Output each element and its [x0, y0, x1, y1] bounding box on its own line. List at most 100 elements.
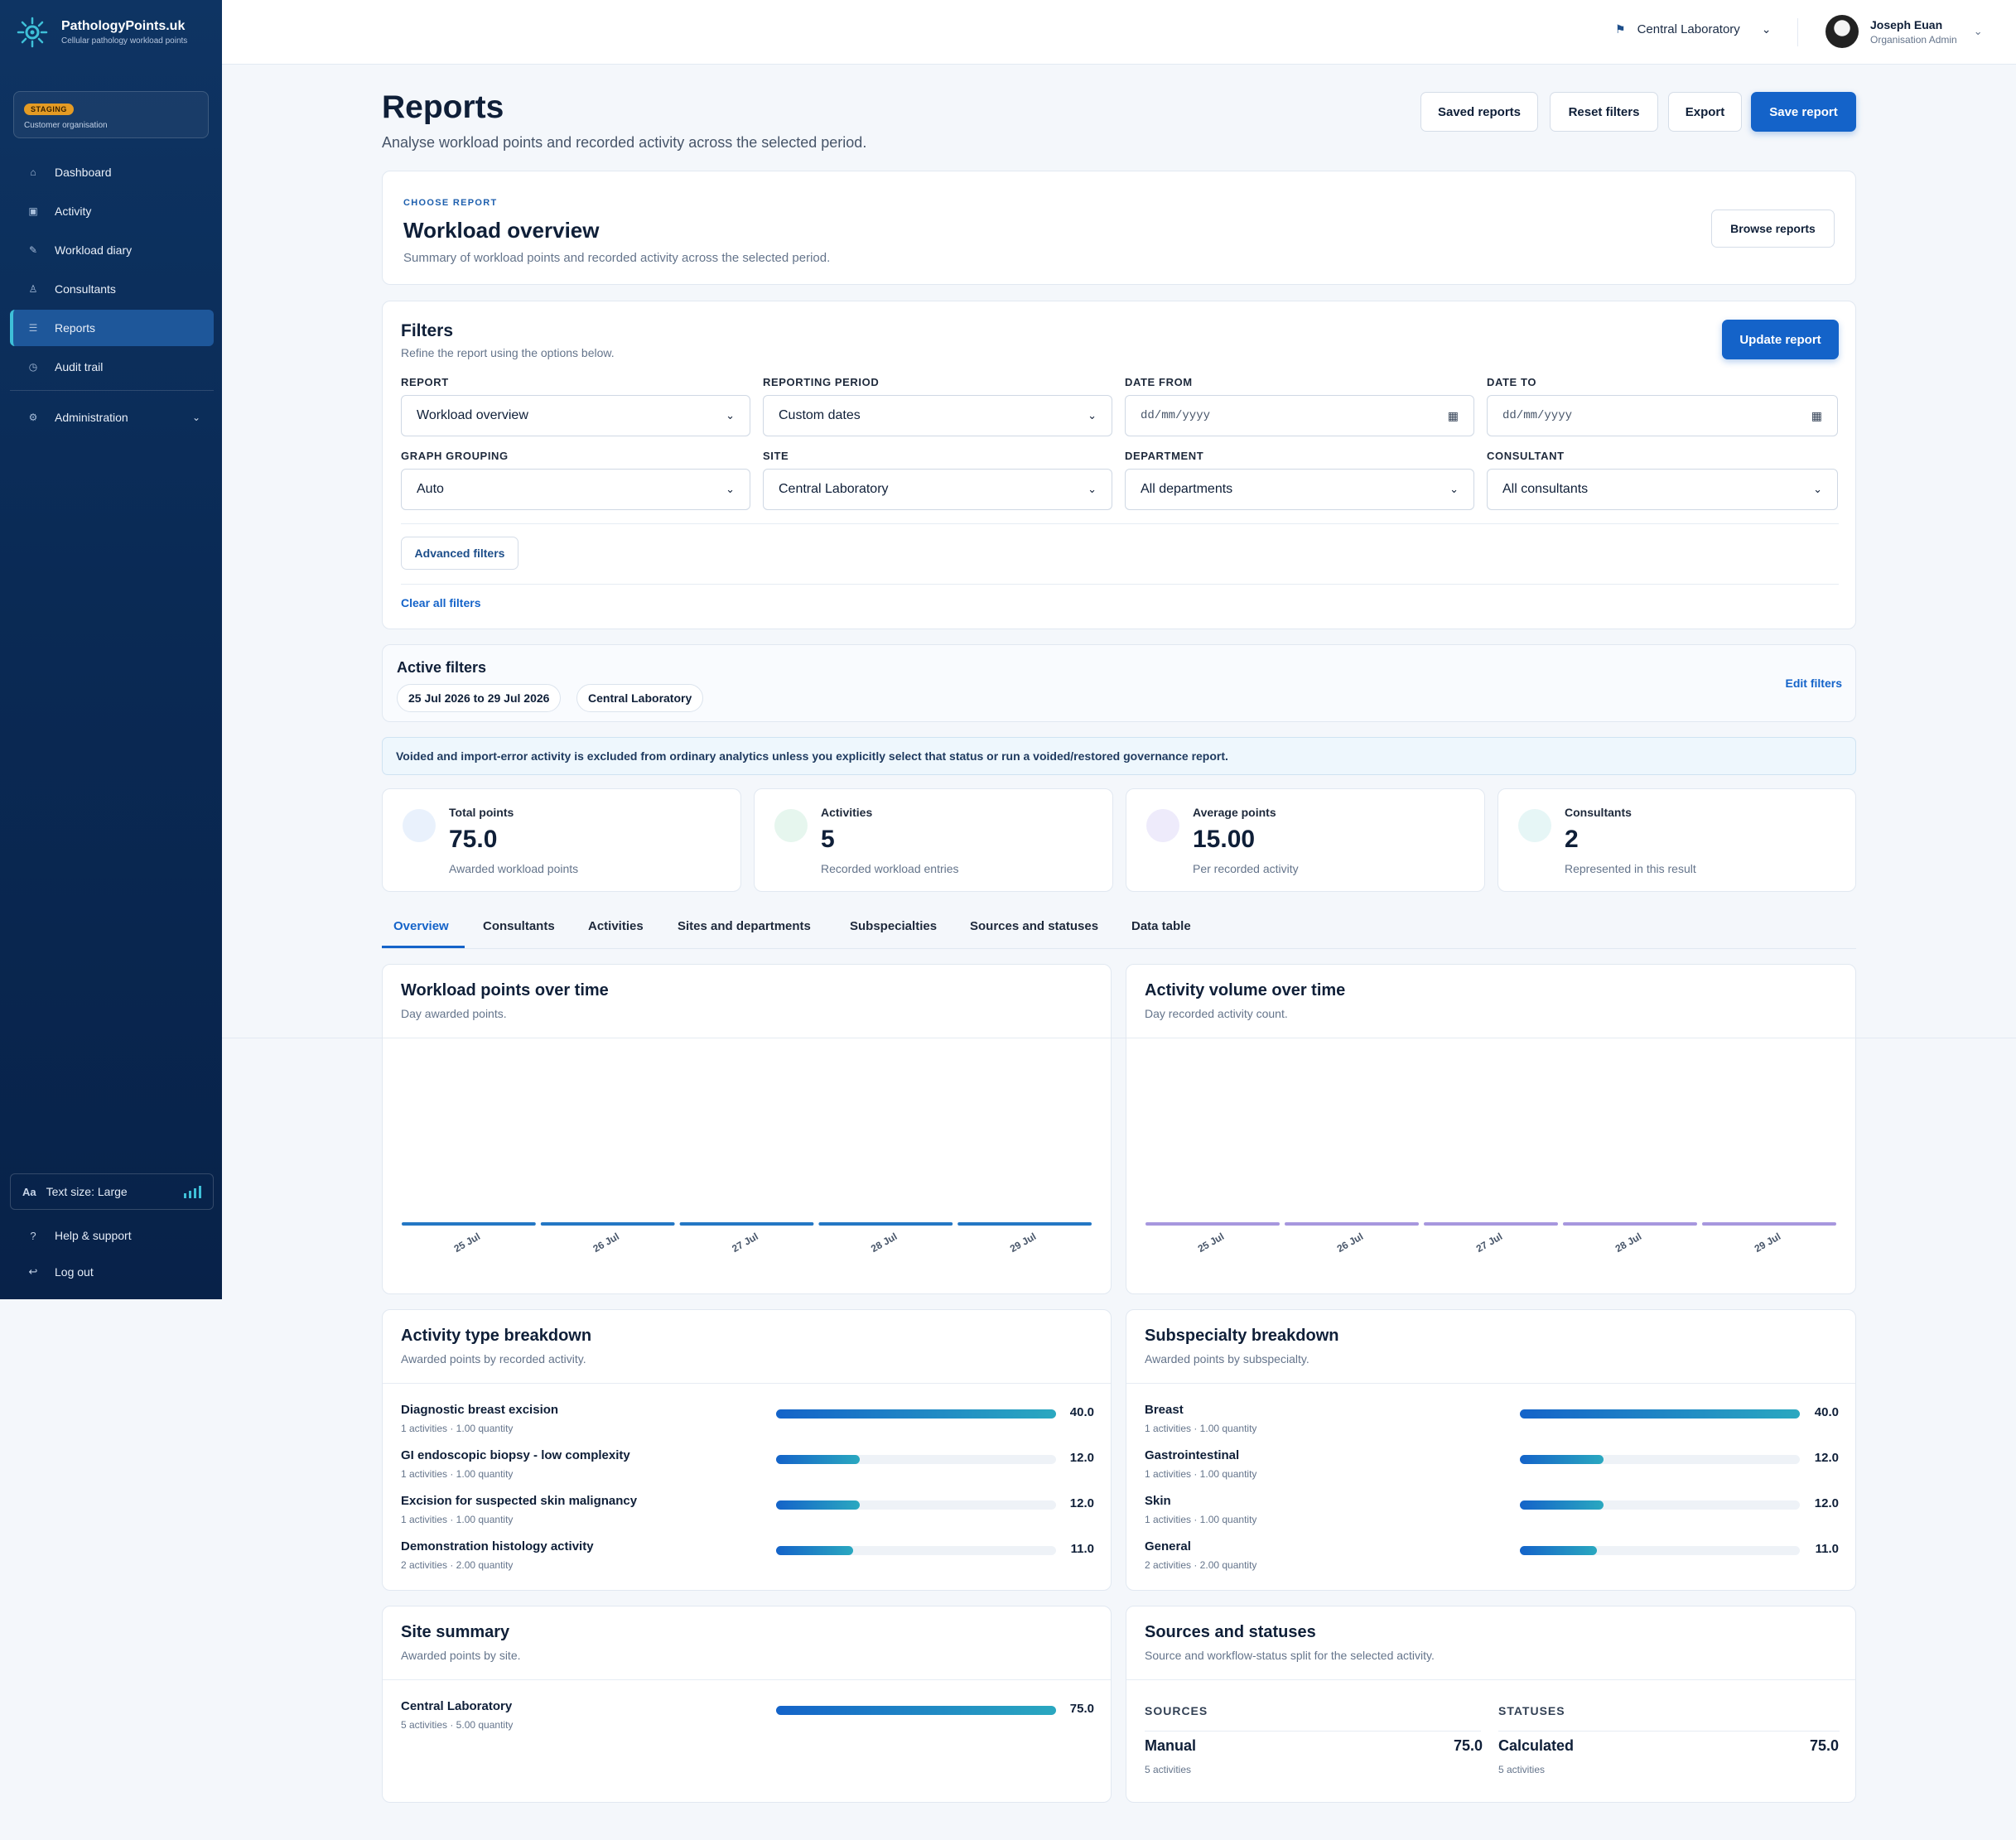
sidebar-item-dashboard[interactable]: ⌂ Dashboard	[10, 154, 214, 190]
sources-statuses-card: Sources and statuses Source and workflow…	[1126, 1606, 1856, 1803]
chart-bar[interactable]	[402, 1222, 536, 1226]
chart-bar[interactable]	[1145, 1222, 1280, 1226]
calendar-icon[interactable]: ▦	[1447, 408, 1459, 422]
chart-bar[interactable]	[1424, 1222, 1558, 1226]
help-support-link[interactable]: ? Help & support	[10, 1217, 214, 1254]
person-icon: ♙	[28, 283, 38, 295]
brand[interactable]: PathologyPoints.uk Cellular pathology wo…	[0, 0, 222, 65]
breakdown-bar-track	[1520, 1546, 1800, 1555]
graph-grouping-select[interactable]: Auto ⌄	[401, 469, 750, 510]
tab-overview[interactable]: Overview	[393, 919, 449, 933]
text-size-toggle[interactable]: Aa Text size: Large	[10, 1173, 214, 1210]
breakdown-item-meta: 1 activities · 1.00 quantity	[1145, 1468, 1257, 1480]
breakdown-item-label: Excision for suspected skin malignancy	[401, 1494, 638, 1508]
breakdown-bar-fill	[1520, 1546, 1597, 1555]
active-filter-chip[interactable]: 25 Jul 2026 to 29 Jul 2026	[397, 684, 562, 712]
sidebar-item-workload-diary[interactable]: ✎ Workload diary	[10, 232, 214, 268]
sources-statuses-title: Sources and statuses	[1145, 1623, 1316, 1641]
user-menu[interactable]: Joseph Euan Organisation Admin ⌄	[1825, 15, 1983, 48]
breakdown-item-meta: 1 activities · 1.00 quantity	[1145, 1423, 1257, 1434]
chart-bar[interactable]	[1702, 1222, 1836, 1226]
avatar	[1825, 15, 1859, 48]
breakdown-bar-track	[776, 1706, 1056, 1715]
source-value: 75.0	[1453, 1737, 1483, 1754]
calendar-icon[interactable]: ▦	[1811, 408, 1822, 422]
date-from-label: DATE FROM	[1125, 376, 1193, 388]
breakdown-subtitle: Awarded points by subspecialty.	[1145, 1352, 1309, 1366]
breakdown-item-value: 11.0	[1815, 1542, 1839, 1556]
tab-consultants[interactable]: Consultants	[483, 919, 555, 933]
chart-bar[interactable]	[679, 1222, 814, 1226]
active-filters-card: Active filters 25 Jul 2026 to 29 Jul 202…	[382, 644, 1856, 722]
site-summary-subtitle: Awarded points by site.	[401, 1649, 521, 1662]
sidebar-item-audit-trail[interactable]: ◷ Audit trail	[10, 349, 214, 385]
report-select[interactable]: Workload overview ⌄	[401, 395, 750, 436]
export-button[interactable]: Export	[1668, 92, 1742, 132]
x-tick-label: 29 Jul	[1008, 1231, 1038, 1255]
date-from-input[interactable]: dd/mm/yyyy ▦	[1125, 395, 1474, 436]
department-select[interactable]: All departments ⌄	[1125, 469, 1474, 510]
chart-bar[interactable]	[1563, 1222, 1697, 1226]
site-select[interactable]: Central Laboratory ⌄	[763, 469, 1112, 510]
stat-label: Total points	[449, 806, 514, 819]
sidebar-item-administration[interactable]: ⚙ Administration ⌄	[10, 399, 214, 436]
chart-bar[interactable]	[957, 1222, 1092, 1226]
date-to-input[interactable]: dd/mm/yyyy ▦	[1487, 395, 1838, 436]
breakdown-bar-fill	[776, 1455, 861, 1464]
breakdown-bar-track	[1520, 1409, 1800, 1419]
breakdown-subtitle: Awarded points by recorded activity.	[401, 1352, 586, 1366]
text-size-icon: Aa	[22, 1185, 36, 1198]
chart-bar[interactable]	[818, 1222, 953, 1226]
consultant-select[interactable]: All consultants ⌄	[1487, 469, 1838, 510]
statuses-heading-line	[1498, 1731, 1840, 1732]
breakdown-bar-fill	[776, 1706, 1056, 1715]
list-icon: ☰	[28, 322, 38, 334]
site-selector[interactable]: ⚑ Central Laboratory ⌄	[1615, 22, 1772, 36]
brand-tagline: Cellular pathology workload points	[61, 36, 188, 46]
filters-title: Filters	[401, 321, 454, 340]
tab-subspecialties[interactable]: Subspecialties	[850, 919, 938, 933]
chart-bar[interactable]	[1285, 1222, 1419, 1226]
breakdown-item-label: Gastrointestinal	[1145, 1448, 1240, 1462]
x-tick-label: 27 Jul	[730, 1231, 760, 1255]
active-filter-chip[interactable]: Central Laboratory	[576, 684, 704, 712]
breakdown-bar-track	[776, 1409, 1056, 1419]
chevron-down-icon: ⌄	[1449, 483, 1459, 495]
chevron-down-icon: ⌄	[1973, 25, 1983, 37]
environment-box: STAGING Customer organisation	[13, 91, 209, 138]
site-summary-divider	[383, 1679, 1111, 1680]
stat-dot-icon	[1518, 809, 1551, 842]
edit-filters-link[interactable]: Edit filters	[1785, 677, 1842, 690]
reporting-period-select[interactable]: Custom dates ⌄	[763, 395, 1112, 436]
sidebar-item-activity[interactable]: ▣ Activity	[10, 193, 214, 229]
chevron-down-icon: ⌄	[1088, 409, 1097, 421]
saved-reports-button[interactable]: Saved reports	[1420, 92, 1538, 132]
breakdown-item-value: 12.0	[1069, 1496, 1094, 1510]
save-report-button[interactable]: Save report	[1751, 92, 1856, 132]
clear-all-filters-link[interactable]: Clear all filters	[401, 596, 481, 609]
sidebar-item-reports[interactable]: ☰ Reports	[10, 310, 214, 346]
chevron-down-icon: ⌄	[726, 409, 735, 421]
breakdown-item-meta: 5 activities · 5.00 quantity	[401, 1719, 514, 1731]
tab-sources-statuses[interactable]: Sources and statuses	[970, 919, 1099, 933]
tab-sites-departments[interactable]: Sites and departments	[678, 919, 811, 933]
logout-link[interactable]: ↩ Log out	[10, 1254, 214, 1290]
sidebar-item-consultants[interactable]: ♙ Consultants	[10, 271, 214, 307]
chart-bar[interactable]	[540, 1222, 675, 1226]
advanced-filters-button[interactable]: Advanced filters	[401, 537, 518, 570]
filters-card: Filters Refine the report using the opti…	[382, 301, 1856, 629]
status-name: Calculated	[1498, 1737, 1575, 1754]
chevron-down-icon: ⌄	[1088, 483, 1097, 495]
tabs-baseline	[382, 948, 1856, 949]
breakdown-bar-fill	[776, 1546, 853, 1555]
tab-data-table[interactable]: Data table	[1131, 919, 1191, 933]
reset-filters-button[interactable]: Reset filters	[1550, 92, 1658, 132]
browse-reports-button[interactable]: Browse reports	[1711, 210, 1835, 248]
workload-points-chart-card: Workload points over time Day awarded po…	[382, 964, 1112, 1294]
stat-card-total-points: Total points 75.0 Awarded workload point…	[382, 788, 741, 892]
breakdown-item-meta: 1 activities · 1.00 quantity	[401, 1468, 514, 1480]
tab-activities[interactable]: Activities	[588, 919, 644, 933]
report-label: REPORT	[401, 376, 449, 388]
update-report-button[interactable]: Update report	[1722, 320, 1839, 359]
